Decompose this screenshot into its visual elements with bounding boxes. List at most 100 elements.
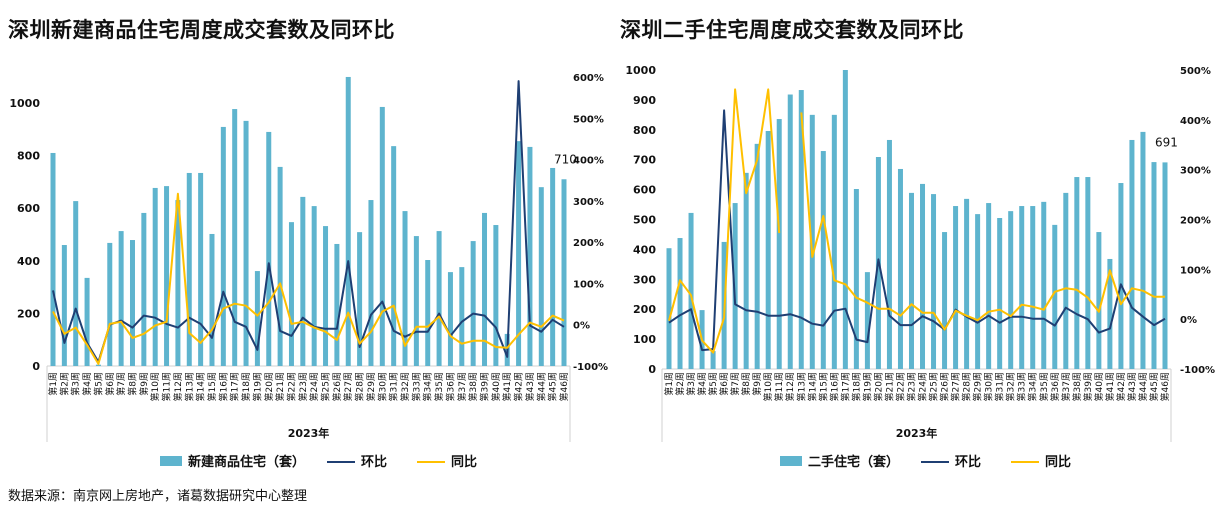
x-tick-label: 第33周 xyxy=(410,372,422,401)
x-tick-label: 第7周 xyxy=(115,372,127,396)
bar-第43周 xyxy=(1129,139,1135,369)
x-tick-label: 第31周 xyxy=(388,372,400,401)
chart-2: 0 100 200 300 400 500 600 700 800 900 1000 -100% 0% 1… xyxy=(625,64,1215,470)
bar-第5周 xyxy=(710,351,716,369)
bar-第28周 xyxy=(964,198,970,369)
x-tick-label: 第24周 xyxy=(308,372,320,401)
x-tick-label: 第41周 xyxy=(501,372,513,401)
bar-第40周 xyxy=(493,225,499,366)
bar-第33周 xyxy=(413,236,419,366)
x-tick-label: 第6周 xyxy=(104,372,116,396)
right-axis-tick-label: 500% xyxy=(573,114,604,125)
bar-第26周 xyxy=(942,232,948,369)
bar-第18周 xyxy=(853,189,859,369)
x-tick-label: 第40周 xyxy=(490,372,502,401)
x-tick-label: 第38周 xyxy=(1071,372,1083,401)
x-tick-label: 第39周 xyxy=(1082,372,1094,401)
x-tick-label: 第1周 xyxy=(47,372,59,396)
bar-第14周 xyxy=(198,172,204,366)
bar-第8周 xyxy=(129,240,135,366)
legend-label-yoy: 同比 xyxy=(1045,454,1071,470)
left-axis-tick-label: 100 xyxy=(633,333,656,346)
x-tick-label: 第27周 xyxy=(342,372,354,401)
bar-第19周 xyxy=(864,272,870,369)
x-tick-label: 第17周 xyxy=(229,372,241,401)
x-tick-label: 第16周 xyxy=(217,372,229,401)
bar-第3周 xyxy=(688,212,694,369)
x-tick-label: 第32周 xyxy=(1005,372,1017,401)
x-axis-title: 2023年 xyxy=(288,426,330,440)
bar-第13周 xyxy=(798,90,804,370)
left-axis-tick-label: 800 xyxy=(17,150,40,163)
x-tick-label: 第18周 xyxy=(240,372,252,401)
x-tick-label: 第29周 xyxy=(972,372,984,401)
x-tick-label: 第9周 xyxy=(751,372,763,396)
bar-第22周 xyxy=(288,222,294,366)
bar-第3周 xyxy=(73,201,79,366)
bar-第28周 xyxy=(357,232,363,366)
source-note: 数据来源：南京网上房地产，诸葛数据研究中心整理 xyxy=(8,489,308,504)
x-tick-label: 第21周 xyxy=(274,372,286,401)
left-axis-tick-label: 600 xyxy=(17,202,40,215)
x-tick-label: 第36周 xyxy=(444,372,456,401)
x-tick-label: 第29周 xyxy=(365,372,377,401)
bar-第21周 xyxy=(277,166,283,366)
bar-第37周 xyxy=(1063,192,1069,369)
x-tick-label: 第46周 xyxy=(558,372,570,401)
bar-第15周 xyxy=(820,151,826,369)
x-tick-label: 第45周 xyxy=(1148,372,1160,401)
bar-第30周 xyxy=(379,106,385,366)
x-tick-label: 第34周 xyxy=(422,372,434,401)
x-tick-label: 第5周 xyxy=(707,372,719,396)
bar-第19周 xyxy=(254,271,260,366)
bar-第18周 xyxy=(243,120,249,366)
legend-label-mom: 环比 xyxy=(361,454,387,470)
bar-第10周 xyxy=(152,187,158,366)
right-axis-tick-label: 300% xyxy=(1180,166,1211,177)
x-tick-label: 第8周 xyxy=(126,372,138,396)
bar-第40周 xyxy=(1096,232,1102,369)
bar-第44周 xyxy=(1140,131,1146,369)
bar-第10周 xyxy=(765,130,771,369)
right-axis-tick-label: 100% xyxy=(1180,265,1211,276)
bar-第27周 xyxy=(953,206,959,369)
line-mom xyxy=(668,109,1166,352)
x-tick-label: 第2周 xyxy=(58,372,70,396)
bar-第37周 xyxy=(459,267,465,366)
x-tick-label: 第36周 xyxy=(1049,372,1061,401)
left-axis-tick-label: 900 xyxy=(633,94,656,107)
x-tick-label: 第45周 xyxy=(547,372,559,401)
bar-第35周 xyxy=(436,231,442,366)
bar-第29周 xyxy=(368,200,374,366)
line-mom xyxy=(52,80,565,363)
bar-第5周 xyxy=(95,364,101,366)
x-tick-label: 第25周 xyxy=(928,372,940,401)
x-tick-label: 第23周 xyxy=(905,372,917,401)
x-tick-label: 第1周 xyxy=(663,372,675,396)
bar-第9周 xyxy=(141,212,147,366)
right-axis-tick-label: 0% xyxy=(573,321,590,332)
legend-label-yoy: 同比 xyxy=(451,454,477,470)
x-tick-label: 第26周 xyxy=(939,372,951,401)
x-tick-label: 第40周 xyxy=(1093,372,1105,401)
bar-第13周 xyxy=(186,172,192,366)
legend-label-bar: 二手住宅（套） xyxy=(808,454,899,470)
x-tick-label: 第42周 xyxy=(513,372,525,401)
right-axis-tick-label: 300% xyxy=(573,197,604,208)
left-axis-tick-label: 200 xyxy=(17,307,40,320)
bar-第32周 xyxy=(402,211,408,366)
bar-第26周 xyxy=(334,243,340,366)
right-axis-tick-label: 500% xyxy=(1180,66,1211,77)
x-tick-label: 第21周 xyxy=(883,372,895,401)
left-axis-tick-label: 0 xyxy=(32,360,40,373)
bar-第36周 xyxy=(1052,224,1058,369)
x-tick-label: 第42周 xyxy=(1115,372,1127,401)
legend-label-bar: 新建商品住宅（套） xyxy=(188,454,305,470)
x-tick-label: 第11周 xyxy=(161,372,173,401)
bar-第36周 xyxy=(447,272,453,366)
x-tick-label: 第14周 xyxy=(806,372,818,401)
bar-第25周 xyxy=(931,194,937,369)
bar-第44周 xyxy=(538,187,544,366)
x-tick-label: 第30周 xyxy=(376,372,388,401)
x-tick-label: 第19周 xyxy=(251,372,263,401)
